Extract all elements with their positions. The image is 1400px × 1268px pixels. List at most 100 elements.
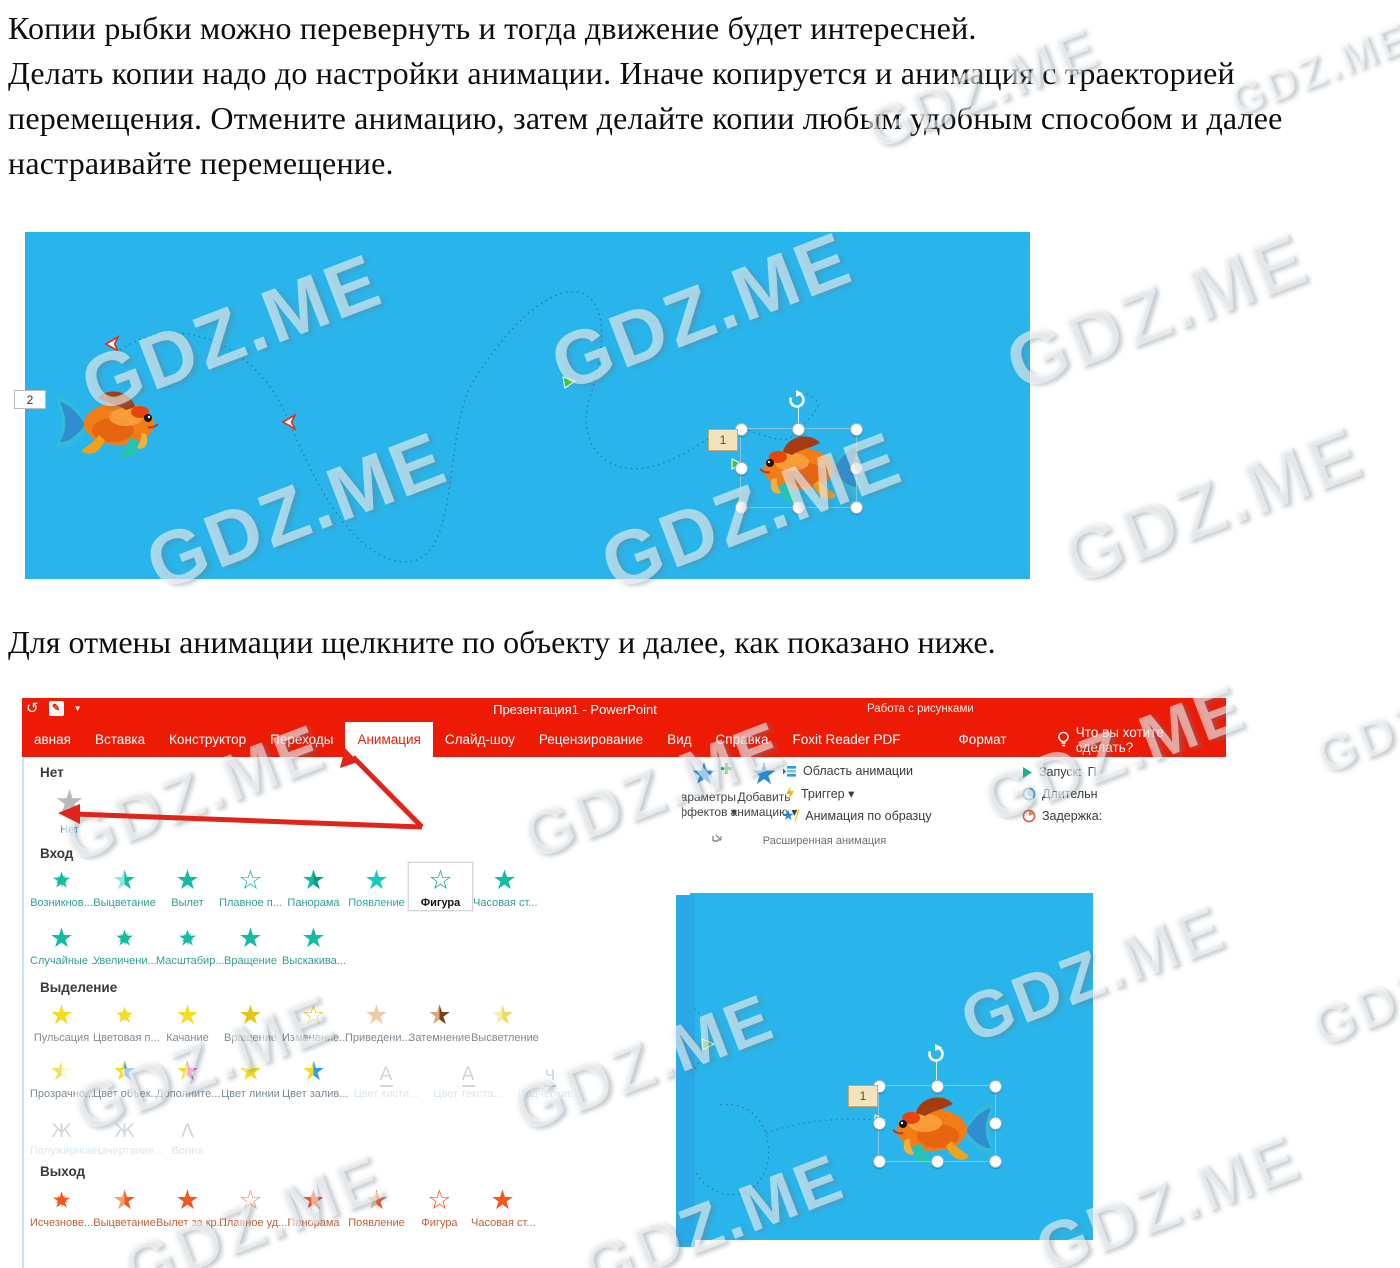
gallery-item-цвет кисти[interactable]: А Цвет кисти...	[345, 1053, 427, 1101]
tell-me-search[interactable]: Что вы хотите сделать?	[1047, 722, 1226, 757]
dialog-launcher-icon[interactable]	[712, 831, 723, 842]
gallery-item-появление[interactable]: ★ ★ Появление	[345, 1182, 408, 1230]
gallery-item-высветление[interactable]: ★ ★ Высветление	[471, 997, 539, 1045]
gallery-item-часовая ст[interactable]: ★ Часовая ст...	[473, 862, 538, 910]
rotate-handle-icon[interactable]	[926, 1044, 946, 1064]
quick-access-toolbar[interactable]: ↺ ✎ ▼	[26, 699, 82, 717]
star-icon: А	[461, 1063, 475, 1087]
chevron-down-icon[interactable]: ▼	[73, 703, 82, 713]
gallery-item-фигура[interactable]: ☆ Фигура	[408, 1182, 471, 1230]
path-flag-icon	[105, 336, 119, 352]
gallery-item-дополните[interactable]: ★ ★ Дополните...	[156, 1053, 220, 1101]
gallery-item-цвет объек[interactable]: ★ ★ Цвет объек...	[93, 1053, 160, 1101]
animation-painter-button[interactable]: ★/ Анимация по образцу	[782, 808, 932, 824]
tab-вид[interactable]: Вид	[667, 732, 692, 747]
delay-field[interactable]: Задержка:	[1022, 809, 1102, 823]
gallery-scrollbar[interactable]	[676, 895, 695, 1247]
tab-слайд-шоу[interactable]: Слайд-шоу	[444, 732, 515, 747]
gallery-item-увеличени[interactable]: ★ ★ Увеличени...	[93, 920, 157, 968]
slide-canvas-2[interactable]	[690, 893, 1093, 1240]
goldfish-copy[interactable]	[53, 382, 171, 462]
gallery-item-вращение[interactable]: ★ Вращение	[219, 920, 282, 968]
selection-handle[interactable]	[792, 422, 805, 436]
tab-рецензирование[interactable]: Рецензирование	[538, 732, 644, 747]
duration-field[interactable]: Длительн	[1022, 787, 1098, 801]
tab-вставка[interactable]: Вставка	[94, 732, 146, 747]
animation-gallery: Нет ★ Нет Вход ★ ★ Возникнов... ★ ★ Выцветание…	[22, 757, 682, 1268]
selection-handle[interactable]	[872, 1154, 886, 1168]
gallery-item-возникнов[interactable]: ★ ★ Возникнов...	[30, 862, 93, 910]
gallery-item-прозрачно[interactable]: ★ ★ Прозрачно...	[30, 1053, 94, 1101]
star-icon: ☆	[238, 865, 263, 896]
gallery-item-фигура[interactable]: ☆ Фигура	[408, 862, 473, 911]
gallery-item-пульсация[interactable]: ★ Пульсация	[30, 997, 93, 1045]
selection-handle[interactable]	[872, 1117, 886, 1130]
rotate-handle-icon[interactable]	[787, 390, 807, 410]
selection-handle[interactable]	[849, 500, 863, 514]
gallery-item-нет[interactable]: ★ Нет	[38, 783, 101, 837]
gallery-item-масштабир[interactable]: ★ ★ Масштабир...	[156, 920, 225, 968]
gallery-item-выцветание[interactable]: ★ ★ Выцветание	[93, 862, 156, 910]
gallery-item-подчеркив[interactable]: ч Подчеркив...	[509, 1053, 591, 1101]
tab-анимация[interactable]: Анимация	[345, 722, 433, 757]
gallery-item-цвет залив[interactable]: ★ ★ Цвет залив...	[282, 1053, 348, 1101]
gallery-item-плавное уд[interactable]: ☆ Плавное уд...	[219, 1182, 287, 1230]
slide-canvas-1[interactable]	[25, 232, 1030, 579]
gallery-item-label: Панорама	[287, 1217, 340, 1229]
animation-pane-button[interactable]: Область анимации	[783, 764, 913, 778]
undo-icon[interactable]: ↺	[26, 700, 39, 717]
selection-handle[interactable]	[734, 500, 748, 514]
gallery-item-полужирное[interactable]: Ж Полужирное...	[30, 1110, 103, 1158]
gallery-item-выскакива[interactable]: ★ Выскакива...	[282, 920, 346, 968]
intro-line-1: Копии рыбки можно перевернуть и тогда дв…	[8, 10, 977, 46]
tab-foxit-reader-pdf[interactable]: Foxit Reader PDF	[792, 732, 901, 747]
selection-handle[interactable]	[988, 1154, 1002, 1168]
gallery-item-качание[interactable]: ★ Качание	[156, 997, 219, 1045]
tab-справка[interactable]: Справка	[715, 732, 769, 747]
add-animation-button[interactable]: ★ ✚ Добавить анимацию ▾	[720, 760, 804, 820]
selection-handle[interactable]	[988, 1117, 1002, 1130]
lightbulb-icon	[1057, 731, 1069, 747]
gallery-item-цвет текста[interactable]: А Цвет текста...	[427, 1053, 509, 1101]
gallery-item-цвет линии[interactable]: ★ Цвет линии	[219, 1053, 282, 1101]
tab-авная[interactable]: авная	[34, 732, 71, 747]
selection-handle[interactable]	[792, 500, 805, 514]
gallery-item-цветовая п[interactable]: ★ ★ Цветовая п...	[93, 997, 160, 1045]
gallery-item-появление[interactable]: ★ Появление	[345, 862, 408, 910]
gallery-item-плавное п[interactable]: ☆ Плавное п...	[219, 862, 282, 910]
tab-конструктор[interactable]: Конструктор	[169, 732, 247, 747]
gallery-item-случайные[interactable]: ★ Случайные ...	[30, 920, 100, 968]
gallery-item-изменение[interactable]: ☆ Изменение...	[282, 997, 348, 1045]
gallery-item-вылет[interactable]: ★ Вылет	[156, 862, 219, 910]
selection-handle[interactable]	[849, 422, 863, 436]
gallery-item-часовая ст[interactable]: ★ Часовая ст...	[471, 1182, 536, 1230]
gallery-item-вращение[interactable]: ★ Вращение	[219, 997, 282, 1045]
tab-формат[interactable]: Формат	[958, 732, 1007, 747]
selection-handle[interactable]	[849, 461, 863, 475]
star-icon: ★	[175, 1185, 200, 1216]
gallery-item-исчезнове[interactable]: ★ ★ Исчезнове...	[30, 1182, 93, 1230]
gallery-item-label: Волна	[171, 1145, 204, 1157]
star-icon: ★	[690, 757, 718, 792]
pen-slide-icon[interactable]: ✎	[48, 700, 64, 716]
gallery-item-приведени[interactable]: ★ Приведени...	[345, 997, 411, 1045]
star-icon: ★	[301, 923, 326, 954]
selection-handle[interactable]	[930, 1154, 944, 1168]
star-icon: ★ ★	[490, 1000, 515, 1031]
gallery-item-затемнение[interactable]: ★ ★ Затемнение	[408, 997, 471, 1045]
gallery-item-волна[interactable]: Λ Волна	[156, 1110, 219, 1158]
start-field[interactable]: Запуск: П	[1022, 765, 1097, 779]
gallery-item-панорама[interactable]: ★ ★ Панорама	[282, 862, 345, 910]
trigger-button[interactable]: Триггер ▾	[785, 786, 854, 801]
gallery-item-label: Приведени...	[345, 1032, 411, 1044]
gallery-item-панорама[interactable]: ★ ★ Панорама	[282, 1182, 345, 1230]
tab-переходы[interactable]: Переходы	[270, 732, 334, 747]
selection-handle[interactable]	[734, 461, 748, 475]
gallery-item-выцветание[interactable]: ★ ★ Выцветание	[93, 1182, 156, 1230]
effect-options-button[interactable]: ★ Параметры эффектов ▾	[664, 760, 744, 820]
selection-handle[interactable]	[988, 1079, 1002, 1093]
gallery-item-начертание[interactable]: Ж Начертание...	[93, 1110, 163, 1158]
gallery-item-вылет за кр[interactable]: ★ Вылет за кр...	[156, 1182, 226, 1230]
selection-handle[interactable]	[930, 1079, 944, 1093]
